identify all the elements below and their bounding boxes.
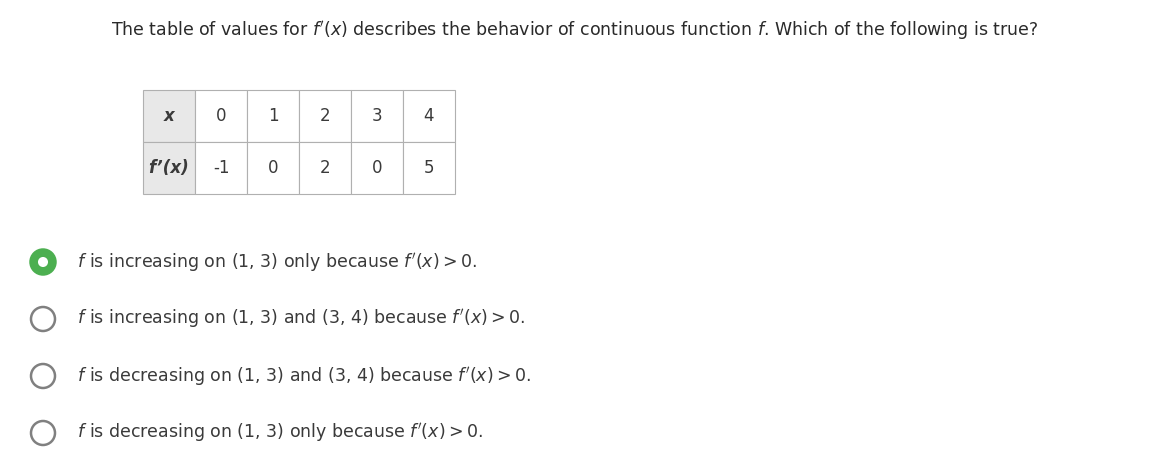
- Bar: [351, 142, 402, 194]
- Bar: [247, 90, 299, 142]
- Bar: [196, 90, 247, 142]
- Text: 5: 5: [423, 159, 435, 177]
- Text: $f$ is decreasing on (1, 3) only because $f'(x) > 0$.: $f$ is decreasing on (1, 3) only because…: [72, 422, 483, 445]
- Circle shape: [38, 257, 48, 267]
- Text: $f$ is increasing on (1, 3) and (3, 4) because $f'(x) > 0$.: $f$ is increasing on (1, 3) and (3, 4) b…: [72, 307, 526, 330]
- Text: $f$ is decreasing on (1, 3) and (3, 4) because $f'(x) > 0$.: $f$ is decreasing on (1, 3) and (3, 4) b…: [72, 365, 531, 388]
- Text: $f$ is increasing on (1, 3) only because $f'(x) > 0$.: $f$ is increasing on (1, 3) only because…: [72, 250, 477, 273]
- Bar: [299, 142, 351, 194]
- Bar: [351, 90, 402, 142]
- Text: The table of values for $f'(x)$ describes the behavior of continuous function $f: The table of values for $f'(x)$ describe…: [112, 19, 1038, 42]
- Text: f’(x): f’(x): [148, 159, 190, 177]
- Bar: [143, 90, 196, 142]
- Text: 0: 0: [268, 159, 278, 177]
- Circle shape: [31, 250, 55, 274]
- Bar: [143, 142, 196, 194]
- Text: 1: 1: [268, 107, 278, 125]
- Bar: [402, 90, 455, 142]
- Circle shape: [31, 307, 55, 331]
- Text: 0: 0: [216, 107, 227, 125]
- Bar: [247, 142, 299, 194]
- Text: 2: 2: [320, 107, 330, 125]
- Bar: [299, 90, 351, 142]
- Text: 3: 3: [371, 107, 382, 125]
- Text: -1: -1: [213, 159, 229, 177]
- Bar: [196, 142, 247, 194]
- Circle shape: [31, 364, 55, 388]
- Text: 0: 0: [371, 159, 382, 177]
- Circle shape: [31, 421, 55, 445]
- Text: x: x: [163, 107, 175, 125]
- Text: 2: 2: [320, 159, 330, 177]
- Bar: [402, 142, 455, 194]
- Text: 4: 4: [423, 107, 435, 125]
